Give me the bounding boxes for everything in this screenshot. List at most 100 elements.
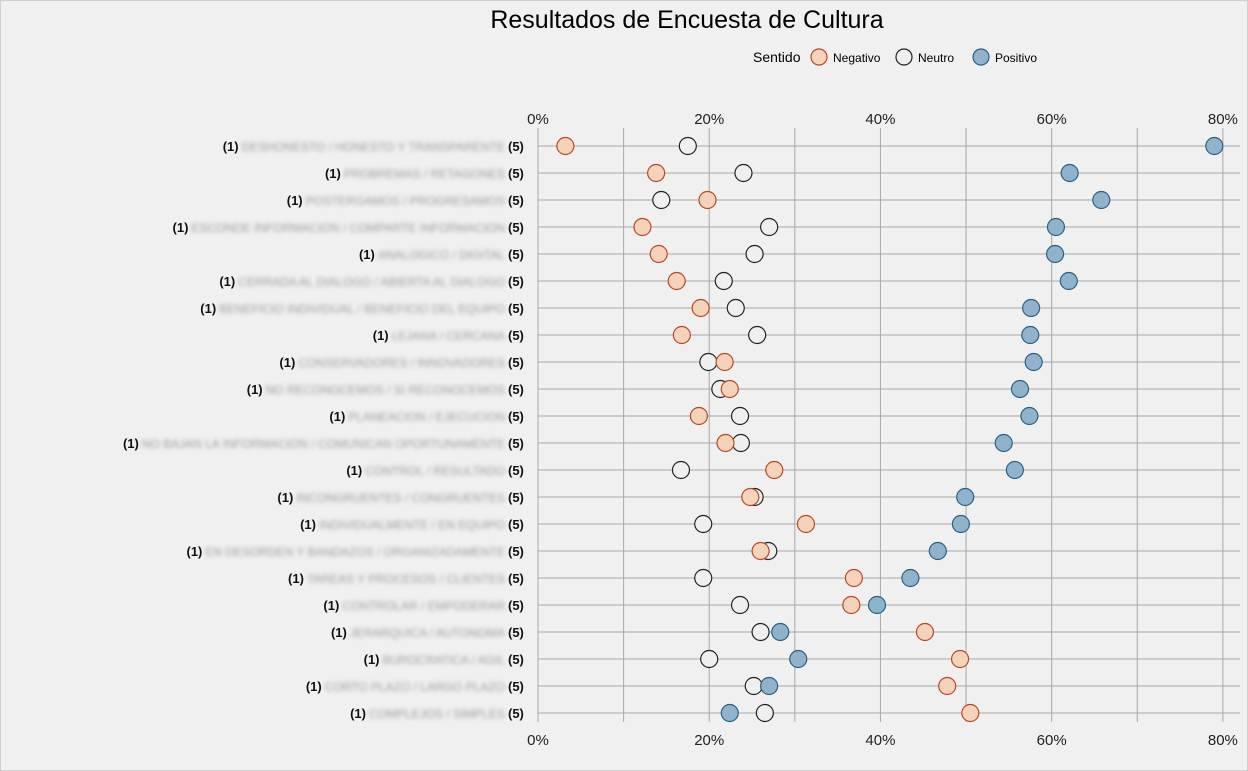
point-negativo xyxy=(633,217,652,237)
point-positivo xyxy=(901,568,920,588)
row-anchor-right: (5) xyxy=(508,571,524,586)
point-neutro xyxy=(714,271,733,291)
row-anchor-left: (1) xyxy=(219,274,235,289)
x-tick-label-top: 20% xyxy=(694,111,724,128)
point-negativo xyxy=(950,649,970,669)
row-anchor-left: (1) xyxy=(123,436,139,451)
row-anchor-left: (1) xyxy=(364,652,380,667)
point-positivo xyxy=(720,703,739,723)
row-anchor-left: (1) xyxy=(247,382,263,397)
point-neutro xyxy=(731,433,750,453)
row-anchor-left: (1) xyxy=(306,679,322,694)
x-tick-label-bottom: 60% xyxy=(1037,732,1067,749)
row-anchor-left: (1) xyxy=(373,328,389,343)
point-neutro xyxy=(745,244,764,264)
point-neutro xyxy=(744,676,763,696)
x-tick-label-bottom: 80% xyxy=(1208,732,1238,749)
legend-key-negativo xyxy=(810,48,828,66)
x-tick-label-bottom: 40% xyxy=(865,732,895,749)
point-neutro xyxy=(730,595,750,615)
row-anchor-left: (1) xyxy=(359,247,375,262)
point-negativo xyxy=(647,163,666,183)
row-anchor-left: (1) xyxy=(187,544,203,559)
x-tick-label-bottom: 0% xyxy=(527,732,549,749)
point-positivo xyxy=(771,622,790,642)
point-neutro xyxy=(734,163,753,183)
point-neutro xyxy=(730,406,750,426)
row-anchor-left: (1) xyxy=(331,625,347,640)
row-label: ANALOGICO / DIGITAL xyxy=(378,248,505,262)
point-negativo xyxy=(915,622,935,642)
row-label: LEJANA / CERCANA xyxy=(392,329,505,343)
point-positivo xyxy=(951,514,971,534)
row-anchor-right: (5) xyxy=(508,490,524,505)
row-label: NO BAJAN LA INFORMACION / COMUNICAN OPOR… xyxy=(142,437,505,451)
row-label: DESHONESTO / HONESTO Y TRANSPARENTE xyxy=(242,140,505,154)
top-axis: 0% 20% 40% 60% 80% xyxy=(527,111,1238,128)
point-negativo xyxy=(741,487,760,507)
grid xyxy=(537,128,1240,722)
row-anchor-right: (5) xyxy=(508,382,524,397)
point-neutro xyxy=(760,217,779,237)
point-negativo xyxy=(842,595,861,615)
row-anchor-left: (1) xyxy=(288,571,304,586)
point-positivo xyxy=(1020,406,1039,426)
point-negativo xyxy=(689,406,709,426)
point-neutro xyxy=(671,460,691,480)
row-anchor-left: (1) xyxy=(323,598,339,613)
row-anchor-left: (1) xyxy=(346,463,362,478)
point-positivo xyxy=(789,649,808,669)
point-positivo xyxy=(1046,217,1066,237)
row-anchor-right: (5) xyxy=(508,193,524,208)
point-positivo xyxy=(1045,244,1065,264)
point-neutro xyxy=(755,703,774,723)
row-anchor-right: (5) xyxy=(508,139,524,154)
row-anchor-left: (1) xyxy=(173,220,189,235)
row-anchor-left: (1) xyxy=(200,301,216,316)
point-negativo xyxy=(751,541,770,561)
point-positivo xyxy=(956,487,975,507)
row-anchor-right: (5) xyxy=(508,247,524,262)
row-label: COMPLEJOS / SIMPLES xyxy=(369,707,505,721)
row-anchor-left: (1) xyxy=(223,139,239,154)
point-neutro xyxy=(699,352,718,372)
point-positivo xyxy=(994,433,1013,453)
row-anchor-right: (5) xyxy=(508,598,524,613)
point-negativo xyxy=(796,514,816,534)
x-tick-label-top: 80% xyxy=(1208,111,1238,128)
row-label: CONSERVADORES / INNOVADORES xyxy=(298,356,505,370)
legend-label-negativo: Negativo xyxy=(833,51,881,65)
row-label: PLANEACION / EJECUCION xyxy=(348,410,505,424)
row-label: INDIVIDUALMENTE / EN EQUIPO xyxy=(319,518,505,532)
row-anchor-right: (5) xyxy=(508,274,524,289)
row-anchor-left: (1) xyxy=(300,517,316,532)
point-negativo xyxy=(667,271,686,291)
point-neutro xyxy=(751,622,770,642)
row-label: ESCONDE INFORMACION / COMPARTE INFORMACI… xyxy=(191,221,505,235)
row-anchor-right: (5) xyxy=(508,706,524,721)
row-label: BENEFICIO INDIVIDUAL / BENEFICIO DEL EQU… xyxy=(219,302,505,316)
row-anchor-right: (5) xyxy=(508,544,524,559)
row-label: POSTERGAMOS / PROGRESAMOS xyxy=(306,194,505,208)
row-label: INCONGRUENTES / CONGRUENTES xyxy=(296,491,505,505)
row-anchor-right: (5) xyxy=(508,517,524,532)
point-positivo xyxy=(928,541,947,561)
point-negativo xyxy=(961,703,980,723)
row-anchor-left: (1) xyxy=(350,706,366,721)
point-positivo xyxy=(1022,298,1041,318)
point-neutro xyxy=(694,568,713,588)
point-negativo xyxy=(938,676,957,696)
point-negativo xyxy=(698,190,717,210)
row-label: TAREAS Y PROCESOS / CLIENTES xyxy=(307,572,505,586)
bottom-axis: 0% 20% 40% 60% 80% xyxy=(527,732,1238,749)
point-positivo xyxy=(1005,460,1024,480)
point-negativo xyxy=(765,460,784,480)
point-neutro xyxy=(678,136,697,156)
point-positivo xyxy=(1205,136,1224,156)
row-label: CERRADA AL DIALOGO / ABIERTA AL DIALOGO xyxy=(238,275,505,289)
point-negativo xyxy=(649,244,668,264)
point-negativo xyxy=(720,379,739,399)
row-anchor-right: (5) xyxy=(508,355,524,370)
row-anchor-right: (5) xyxy=(508,301,524,316)
